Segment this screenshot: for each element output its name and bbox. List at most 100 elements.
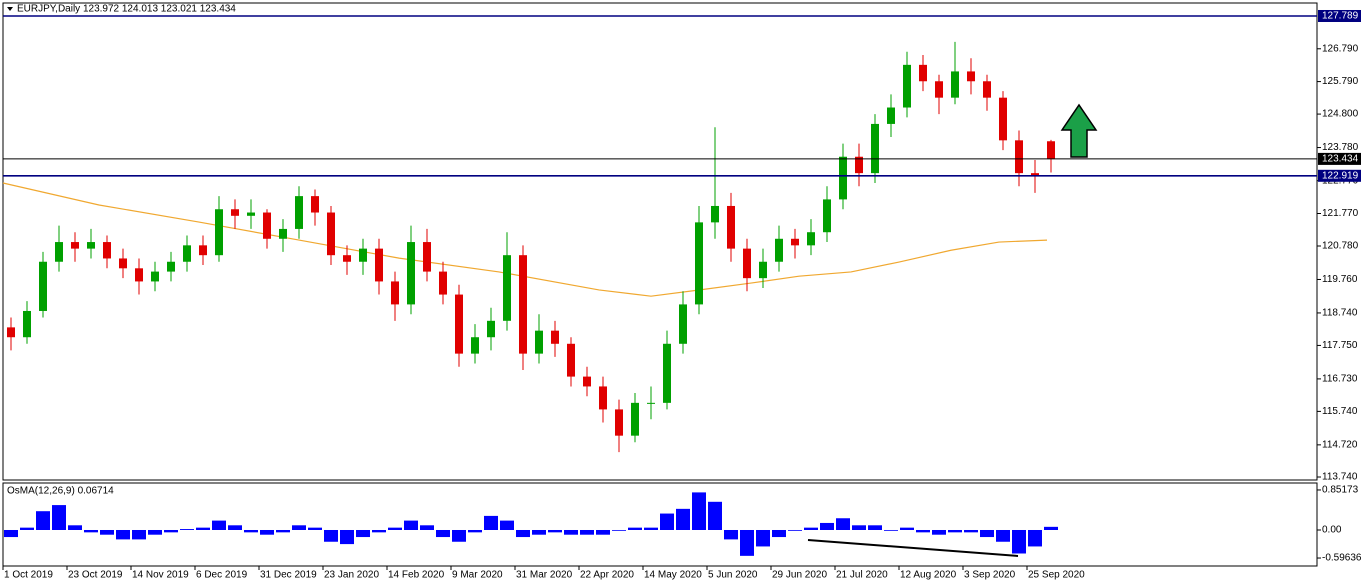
candle-body <box>199 245 207 256</box>
candle-body <box>807 232 815 246</box>
x-tick-label: 29 Jun 2020 <box>772 570 827 581</box>
osma-bar <box>500 520 514 530</box>
price-level-label: 122.919 <box>1322 170 1359 181</box>
candle-body <box>311 196 319 213</box>
candle-body <box>215 209 223 256</box>
osma-bar <box>596 529 610 535</box>
osma-bar <box>260 529 274 535</box>
osma-bar <box>228 525 242 530</box>
y-tick-label: 121.770 <box>1322 208 1359 219</box>
y-tick-label: 123.780 <box>1322 142 1359 153</box>
osma-bar <box>420 525 434 530</box>
candle-body <box>983 81 991 98</box>
osma-bar <box>964 529 978 533</box>
osma-bar <box>340 529 354 545</box>
price-level-label: 127.789 <box>1322 11 1359 22</box>
x-tick-label: 31 Dec 2019 <box>260 570 317 581</box>
y-tick-label: -0.59636 <box>1322 553 1362 564</box>
candle-body <box>695 222 703 305</box>
price-level-box <box>1318 152 1361 165</box>
candle-body <box>167 261 175 272</box>
candle-body <box>343 255 351 262</box>
osma-bar <box>564 529 578 535</box>
divergence-line <box>807 539 1019 557</box>
osma-bar <box>884 529 898 531</box>
candle-body <box>679 304 687 344</box>
osma-bar <box>932 529 946 535</box>
candle-body <box>903 64 911 108</box>
osma-bar <box>132 529 146 540</box>
x-tick-label: 14 Feb 2020 <box>388 570 445 581</box>
candle-body <box>727 205 735 249</box>
candle-body <box>375 248 383 282</box>
y-tick-label: 126.790 <box>1322 43 1359 54</box>
candle-body <box>87 242 95 249</box>
y-tick-label: 115.740 <box>1322 406 1358 417</box>
candle-body <box>55 242 63 262</box>
osma-bar <box>516 529 530 538</box>
osma-bar <box>548 529 562 533</box>
candle-body <box>39 261 47 311</box>
candle-body <box>615 409 623 436</box>
osma-bar <box>852 525 866 530</box>
x-tick-label: 3 Sep 2020 <box>964 570 1016 581</box>
osma-bar <box>452 529 466 542</box>
osma-bar <box>788 529 802 531</box>
y-tick-label: 0.00 <box>1322 525 1342 536</box>
candle-body <box>1015 140 1023 174</box>
osma-bar <box>52 505 66 530</box>
candle-body <box>823 199 831 233</box>
candle-body <box>279 228 287 239</box>
osma-bar <box>164 529 178 533</box>
candle-body <box>183 245 191 262</box>
y-tick-label: 120.780 <box>1322 241 1359 252</box>
osma-bar <box>356 529 370 538</box>
x-tick-label: 22 Apr 2020 <box>580 570 634 581</box>
candle-body <box>887 107 895 124</box>
up-arrow <box>1060 103 1098 158</box>
osma-bar <box>1012 529 1026 554</box>
osma-bar <box>324 529 338 542</box>
osma-bar <box>276 529 290 533</box>
osma-bar <box>532 529 546 535</box>
osma-bar <box>436 529 450 538</box>
candle-body <box>999 97 1007 141</box>
osma-bar <box>36 511 50 530</box>
osma-bar <box>804 527 818 530</box>
y-tick-label: 117.750 <box>1322 340 1358 351</box>
candle-body <box>407 242 415 305</box>
osma-bar <box>20 527 34 530</box>
candle-body <box>567 343 575 377</box>
x-tick-label: 23 Jan 2020 <box>324 570 379 581</box>
candle-body <box>471 337 479 354</box>
y-tick-label: 113.740 <box>1322 472 1358 483</box>
osma-bar <box>292 525 306 530</box>
y-tick-label: 119.760 <box>1322 274 1358 285</box>
candle-body <box>967 71 975 82</box>
moving-average <box>2 182 1048 297</box>
osma-bar <box>212 520 226 530</box>
x-tick-label: 25 Sep 2020 <box>1028 570 1085 581</box>
osma-bar <box>180 529 194 530</box>
osma-bar <box>980 529 994 538</box>
y-tick-label: 124.800 <box>1322 109 1359 120</box>
osma-bar <box>116 529 130 540</box>
osma-bar <box>4 529 18 538</box>
candle-body <box>791 238 799 246</box>
candle-body <box>503 255 511 321</box>
candle-body <box>119 258 127 269</box>
candle-body <box>583 376 591 387</box>
candle-body <box>647 402 655 404</box>
osma-bar <box>660 513 674 530</box>
osma-bar <box>948 529 962 533</box>
osma-bar <box>388 527 402 530</box>
candle-body <box>487 320 495 338</box>
candle-body <box>23 310 31 338</box>
osma-bar <box>1028 529 1042 547</box>
osma-bar <box>308 527 322 530</box>
candle-body <box>455 294 463 354</box>
indicator-title: OsMA(12,26,9) 0.06714 <box>7 486 114 497</box>
osma-bar <box>148 529 162 535</box>
candle-body <box>871 123 879 174</box>
